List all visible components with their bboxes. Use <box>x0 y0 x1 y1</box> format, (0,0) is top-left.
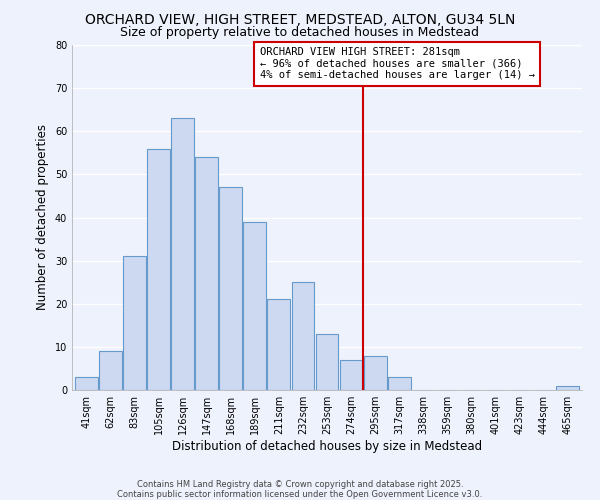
Text: Contains public sector information licensed under the Open Government Licence v3: Contains public sector information licen… <box>118 490 482 499</box>
Bar <box>364 356 386 390</box>
Bar <box>171 118 194 390</box>
Bar <box>99 351 122 390</box>
Text: Contains HM Land Registry data © Crown copyright and database right 2025.: Contains HM Land Registry data © Crown c… <box>137 480 463 489</box>
Text: Size of property relative to detached houses in Medstead: Size of property relative to detached ho… <box>121 26 479 39</box>
Bar <box>556 386 579 390</box>
Bar <box>316 334 338 390</box>
Bar <box>220 188 242 390</box>
Bar <box>75 377 98 390</box>
Bar <box>195 157 218 390</box>
Text: ORCHARD VIEW, HIGH STREET, MEDSTEAD, ALTON, GU34 5LN: ORCHARD VIEW, HIGH STREET, MEDSTEAD, ALT… <box>85 12 515 26</box>
Bar <box>244 222 266 390</box>
Bar <box>388 377 410 390</box>
Bar <box>147 148 170 390</box>
Bar <box>268 300 290 390</box>
Bar <box>340 360 362 390</box>
X-axis label: Distribution of detached houses by size in Medstead: Distribution of detached houses by size … <box>172 440 482 453</box>
Bar <box>123 256 146 390</box>
Text: ORCHARD VIEW HIGH STREET: 281sqm
← 96% of detached houses are smaller (366)
4% o: ORCHARD VIEW HIGH STREET: 281sqm ← 96% o… <box>260 47 535 80</box>
Bar <box>292 282 314 390</box>
Y-axis label: Number of detached properties: Number of detached properties <box>36 124 49 310</box>
